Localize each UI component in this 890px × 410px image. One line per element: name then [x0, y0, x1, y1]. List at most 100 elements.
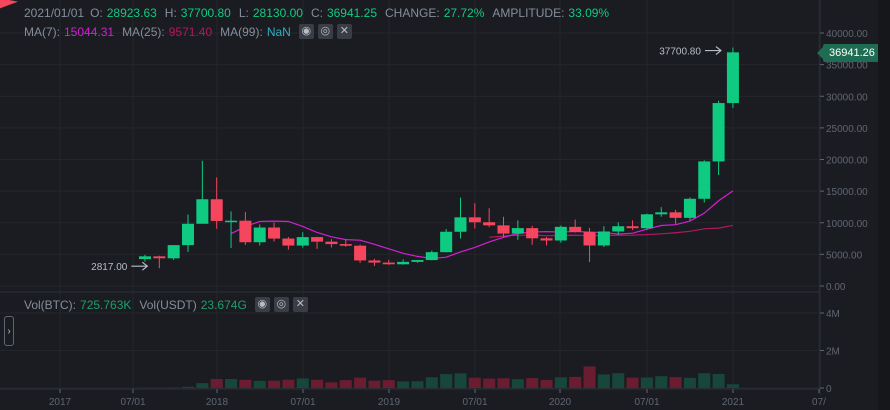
candle-body	[526, 228, 539, 239]
volume-bar	[655, 376, 668, 388]
ma7-label: MA(7):	[24, 24, 60, 39]
right-scroll-rail[interactable]	[878, 0, 890, 410]
candle-body	[325, 241, 338, 245]
volume-bar	[712, 373, 725, 388]
low-value: 28130.00	[252, 6, 303, 20]
volume-bar	[425, 377, 438, 388]
change-label: CHANGE:	[385, 6, 440, 20]
candle-body	[425, 252, 438, 261]
volume-bar	[311, 379, 324, 388]
volume-bar	[698, 373, 711, 388]
x-tick-label: 2021	[722, 397, 745, 408]
ma7-value: 15044.31	[64, 24, 115, 39]
high-arrow-icon	[704, 46, 722, 56]
candle-body	[368, 260, 381, 263]
ma-legend: MA(7): 15044.31 MA(25): 9571.40 MA(99): …	[24, 24, 356, 39]
volume-bar	[268, 380, 281, 388]
change-value: 27.72%	[443, 6, 485, 20]
candle-body	[210, 199, 223, 221]
ma25-label: MA(25):	[122, 24, 165, 39]
candle-body	[196, 199, 209, 224]
ma-visibility-eye-icon[interactable]: ◉	[298, 24, 314, 39]
volume-bar	[511, 379, 524, 388]
high-label: H:	[164, 6, 177, 20]
amplitude-value: 33.09%	[568, 6, 610, 20]
volume-bar	[683, 377, 696, 388]
volume-bar	[182, 386, 195, 388]
expand-sidebar-button[interactable]: ›	[4, 316, 14, 346]
candle-body	[540, 238, 553, 241]
candle-body	[282, 238, 295, 246]
volume-bar	[239, 379, 252, 388]
amplitude-label: AMPLITUDE:	[492, 6, 565, 20]
ohlc-legend: 2021/01/01 O: 28923.63 H: 37700.80 L: 28…	[24, 6, 617, 20]
vol-y-tick-label: 4M	[826, 309, 840, 320]
candle-body	[253, 227, 266, 243]
ma99-label: MA(99):	[220, 24, 263, 39]
candle-body	[597, 231, 610, 246]
candle-body	[268, 227, 281, 239]
candle-body	[655, 212, 668, 215]
candle-body	[454, 217, 467, 232]
x-tick-label: 07/01	[290, 397, 315, 408]
candle-body	[354, 245, 367, 261]
candle-body	[683, 198, 696, 218]
high-annotation: 37700.80	[659, 47, 701, 58]
volume-bar	[626, 377, 639, 388]
vol-settings-icon[interactable]: ◎	[273, 297, 289, 312]
last-price-tag: 36941.26	[817, 44, 881, 62]
candle-body	[167, 245, 180, 259]
volume-bar	[540, 379, 553, 388]
volume-bar	[196, 383, 209, 388]
volume-bar	[497, 378, 510, 388]
volume-bar	[296, 378, 309, 388]
volume-bar	[253, 380, 266, 388]
x-tick-label: 2017	[49, 397, 72, 408]
vol-visibility-eye-icon[interactable]: ◉	[254, 297, 270, 312]
candle-body	[382, 262, 395, 265]
vol-y-tick-label: 0	[826, 384, 832, 395]
ma99-value: NaN	[266, 24, 291, 39]
high-value: 37700.80	[180, 6, 231, 20]
volume-bar	[339, 380, 352, 388]
y-tick-label: 0.00	[826, 282, 846, 293]
volume-bar	[612, 373, 625, 388]
volume-bar	[468, 377, 481, 388]
x-tick-label: 07/01	[634, 397, 659, 408]
volume-bar	[282, 379, 295, 388]
low-annotation: 2817.00	[91, 262, 128, 273]
volume-bar	[483, 378, 496, 388]
candle-body	[583, 232, 596, 246]
volume-bar	[210, 379, 223, 388]
open-label: O:	[90, 6, 103, 20]
candle-body	[153, 256, 166, 259]
candle-body	[669, 212, 682, 218]
volume-bar	[397, 381, 410, 388]
candle-body	[225, 220, 238, 223]
volume-bar	[440, 374, 453, 388]
vol-close-icon[interactable]: ✕	[292, 297, 308, 312]
volume-bar	[554, 377, 567, 388]
candle-body	[511, 228, 524, 234]
ma-settings-icon[interactable]: ◎	[317, 24, 333, 39]
candle-body	[612, 226, 625, 232]
y-tick-label: 15000.00	[826, 187, 868, 198]
volume-bar	[569, 376, 582, 388]
y-tick-label: 25000.00	[826, 124, 868, 135]
candle-body	[296, 237, 309, 246]
ma-close-icon[interactable]: ✕	[336, 24, 352, 39]
candle-body	[483, 222, 496, 226]
volume-bar	[640, 377, 653, 388]
volume-bars	[139, 366, 739, 388]
open-value: 28923.63	[106, 6, 157, 20]
y-tick-label: 10000.00	[826, 219, 868, 230]
candle-date: 2021/01/01	[24, 6, 85, 20]
volume-bar	[354, 377, 367, 388]
y-tick-label: 35000.00	[826, 61, 868, 72]
grid	[0, 0, 820, 389]
volume-bar	[225, 379, 238, 388]
volume-bar	[526, 378, 539, 388]
ma7-line	[230, 190, 734, 260]
candle-body	[497, 225, 510, 234]
